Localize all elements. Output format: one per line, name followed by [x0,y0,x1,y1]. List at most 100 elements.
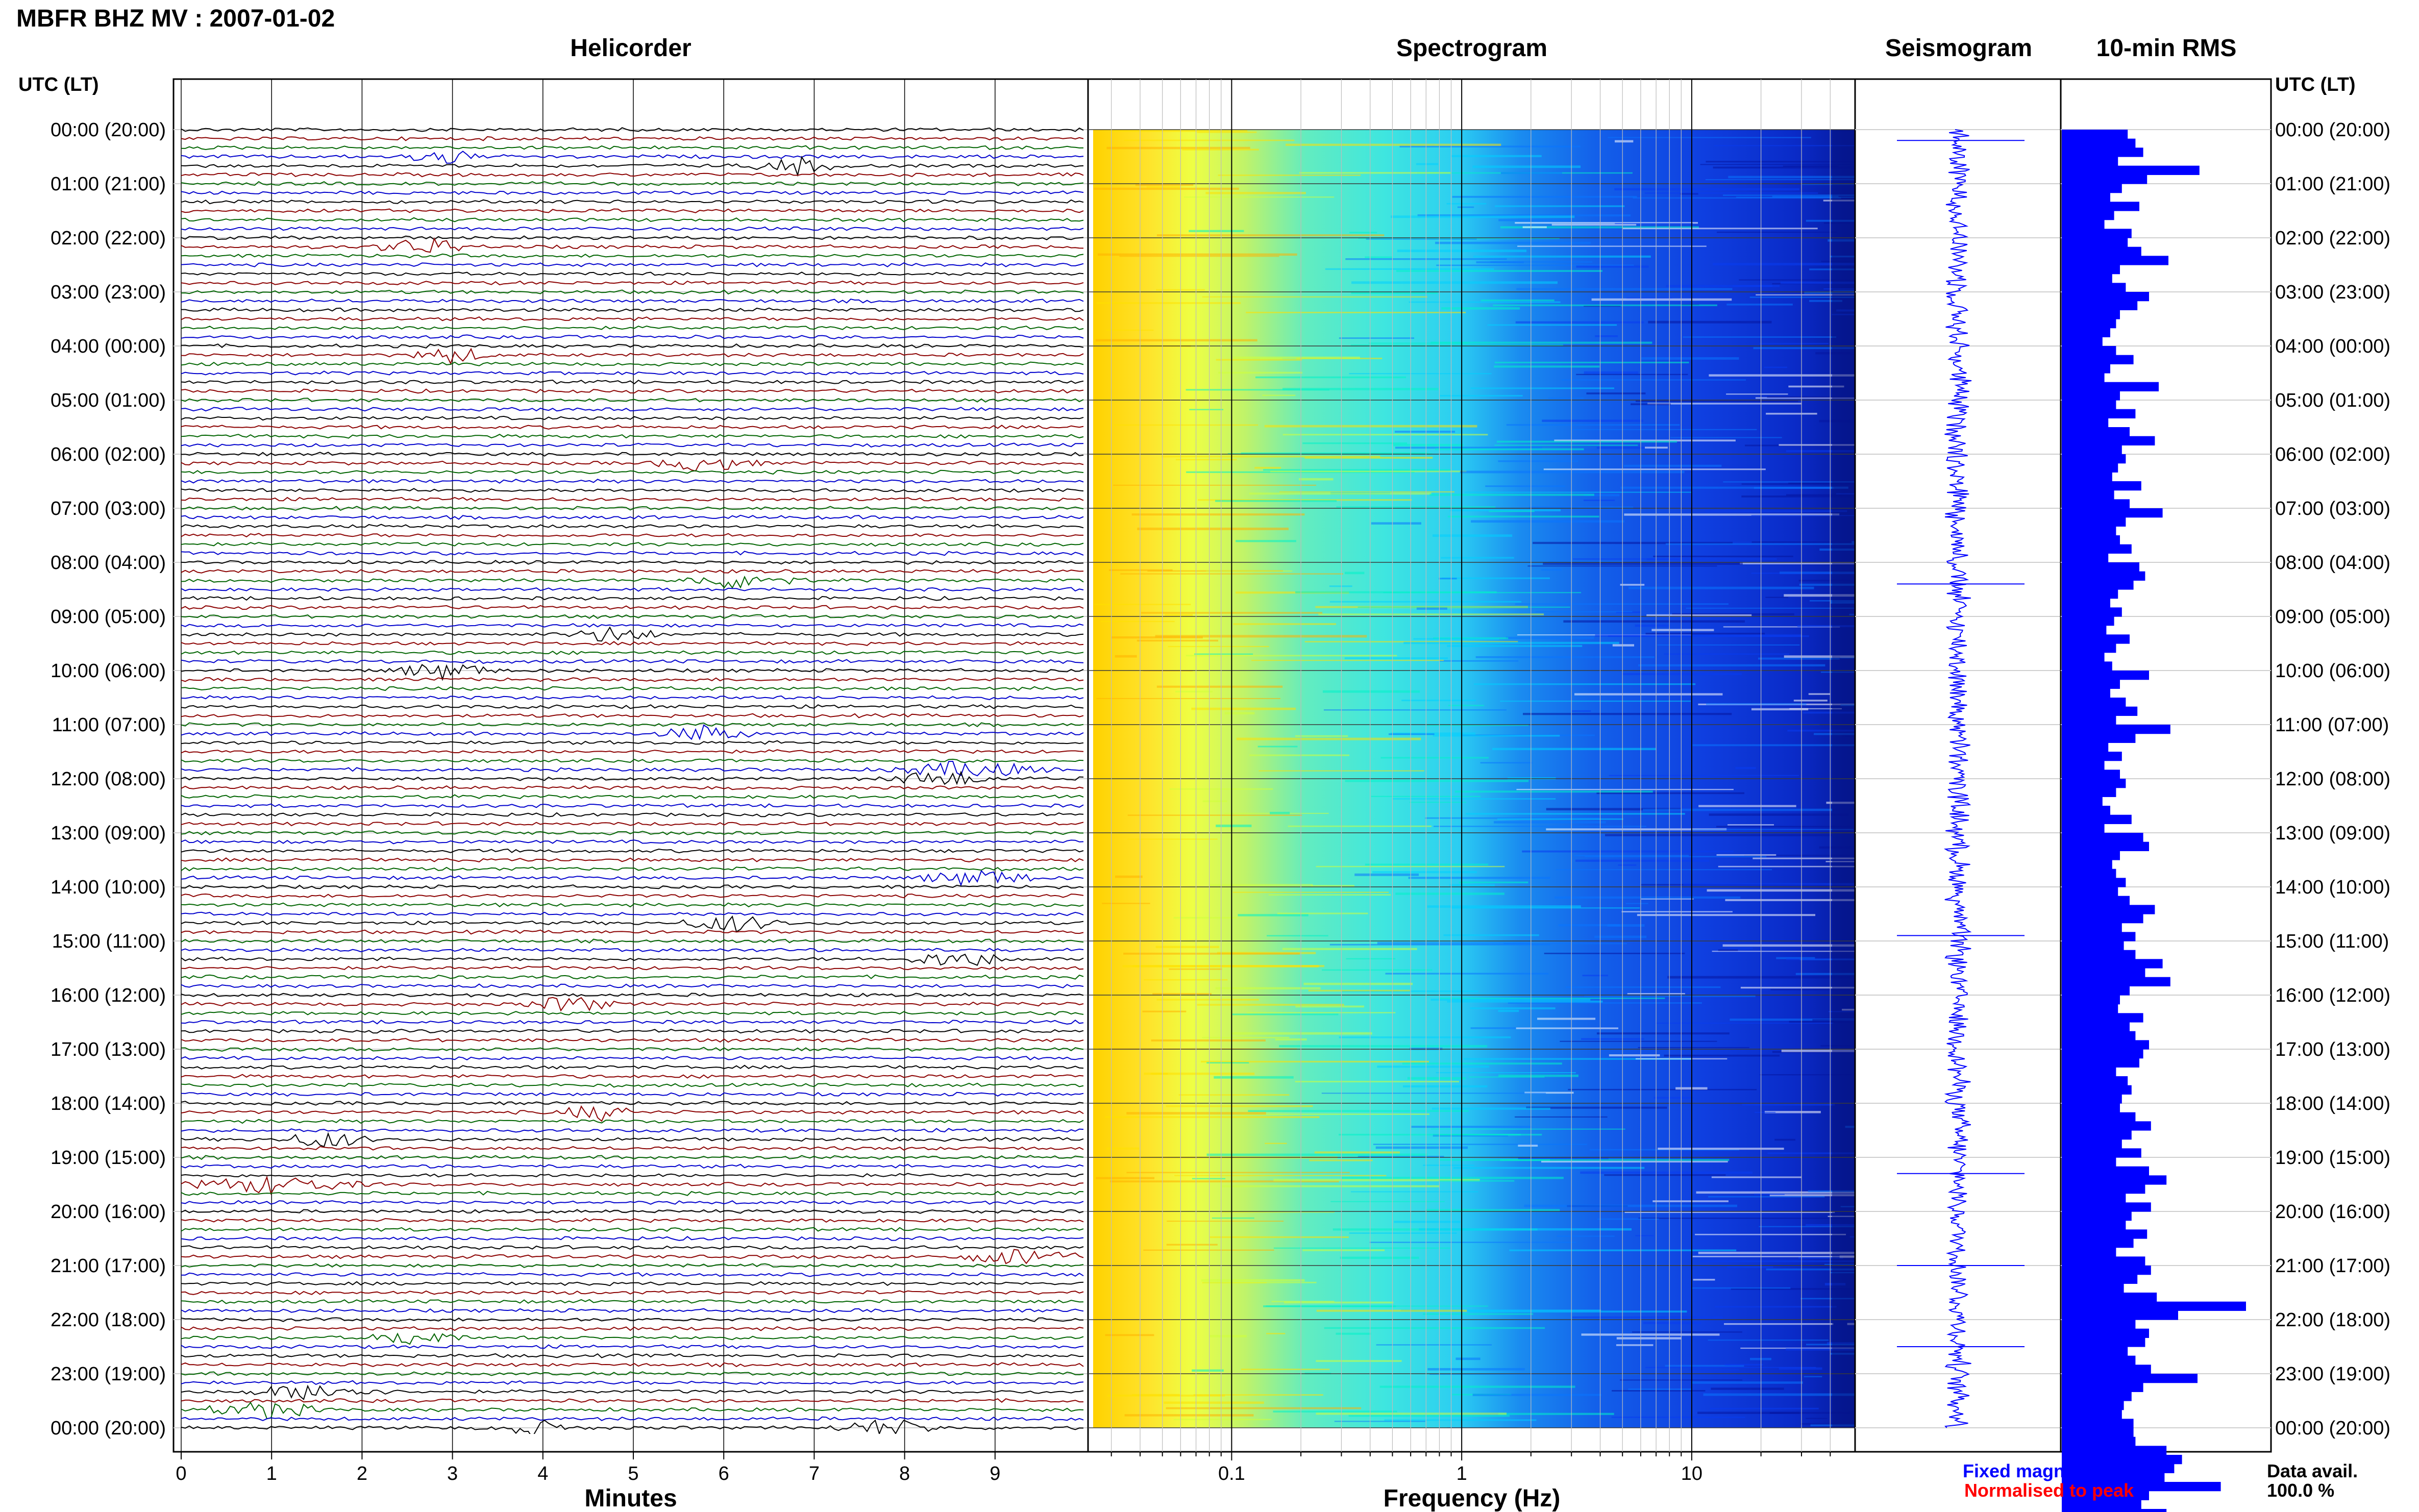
helicorder-trace-line [181,1119,1084,1124]
rms-bar [2062,959,2163,969]
spectrogram-streak [1441,577,1550,579]
rms-bar [2062,1166,2149,1176]
spectrogram-streak [1238,914,1309,916]
spectrogram-streak [1137,639,1219,642]
spectrogram-streak [1201,1279,1305,1282]
spectrogram-streak [1642,808,1833,811]
spectrogram-streak [1492,748,1657,751]
rms-bar [2062,1022,2130,1032]
time-labels-left: 00:00 (20:00) 01:00 (21:00) 02:00 (22:00) 0… [51,119,166,1439]
rms-bar [2062,553,2109,563]
spectrogram-streak [1303,982,1413,985]
minute-tick-label: 9 [990,1463,1000,1484]
spectrogram-streak [1713,166,1855,169]
rms-bar [2062,1301,2246,1311]
spectrogram-streak [1202,800,1227,802]
spectrogram-streak [1411,1126,1532,1128]
spectrogram-streak [1697,1411,1800,1414]
spectrogram-streak [1788,385,1844,388]
spectrogram-streak [1647,403,1801,405]
spectrogram-streak [1781,1049,1855,1052]
time-label-right: 13:00 (09:00) [2275,823,2390,844]
spectrogram-streak [1735,766,1756,770]
helicorder-trace-line [181,911,1084,916]
spectrogram-streak [1494,821,1606,824]
helicorder-trace-line [181,1082,1084,1088]
spectrogram-streak [1384,1419,1537,1421]
rms-bar [2062,1193,2126,1203]
spectrogram-streak [1493,304,1717,306]
helicorder-trace-line [181,1384,1084,1400]
rms-bar [2062,1112,2136,1122]
rms-bar [2062,292,2149,302]
spectrogram-streak [1739,279,1855,281]
data-avail-value: 100.0 % [2267,1480,2334,1501]
rms-bar [2062,787,2116,797]
spectrogram-streak [1774,1138,1796,1141]
spectrogram-streak [1427,1368,1525,1371]
rms-bar [2062,643,2116,653]
rms-bar [2062,580,2134,590]
frequency-tick-label: 0.1 [1218,1463,1245,1484]
helicorder-panel: 0 1 2 3 4 5 6 7 8 9 Minutes [172,78,1089,1512]
rms-bar [2062,833,2143,842]
time-label-right: 16:00 (12:00) [2275,985,2390,1006]
spectrogram-streak [1262,394,1296,396]
rms-bar [2062,1266,2151,1275]
helicorder-trace-line [181,452,1084,457]
spectrogram-streak [1334,1421,1425,1422]
spectrogram-streak [1722,944,1855,947]
helicorder-trace-line [181,1064,1084,1070]
helicorder-trace-line [181,659,1084,664]
spectrogram-streak [1620,584,1645,586]
spectrogram-streak [1376,1344,1492,1346]
spectrogram-streak [1726,393,1788,395]
helicorder-trace-line [181,1380,1084,1385]
spectrogram-streak [1231,1032,1372,1035]
spectrogram-streak [1098,253,1297,256]
minute-tick-label: 6 [719,1463,729,1484]
rms-bar [2062,742,2109,752]
rms-bar [2062,1031,2136,1040]
spectrogram-streak [1500,1159,1730,1161]
spectrogram-streak [1173,916,1238,919]
spectrogram-streak [1436,264,1634,266]
spectrogram-streak [1309,1159,1373,1161]
rms-bar [2062,733,2136,743]
rms-bar [2062,1220,2126,1230]
helicorder-trace-line [181,575,1084,589]
spectrogram-streak [1448,705,1484,706]
rms-bar [2062,1067,2116,1077]
spectrogram-streak [1686,607,1855,609]
spectrogram-streak [1468,1310,1687,1313]
spectrogram-streak [1322,969,1433,971]
spectrogram-streak [1596,1032,1730,1035]
rms-bar [2062,841,2149,851]
spectrogram-streak [1633,197,1841,199]
rms-bar [2062,310,2120,319]
helicorder-trace-line [181,208,1084,213]
rms-bar [2062,878,2126,887]
spectrogram-streak [1652,1200,1729,1202]
rms-bar [2062,283,2126,292]
spectrogram-streak [1377,941,1532,945]
spectrogram-streak [1595,335,1618,337]
spectrogram-streak [1216,824,1252,827]
spectrogram-streak [1580,1171,1752,1174]
spectrogram-streak [1585,856,1767,857]
spectrogram-streak [1166,1244,1218,1246]
spectrogram-streak [1551,224,1637,226]
spectrogram-streak [1314,1151,1400,1154]
helicorder-trace-line [181,947,1084,953]
spectrogram-streak [1612,1390,1706,1392]
spectrogram-streak [1808,1190,1855,1193]
spectrogram-streak [1295,1081,1460,1083]
rms-bar [2062,1040,2149,1050]
spectrogram-streak [1323,709,1507,711]
spectrogram-streak [1302,1249,1385,1251]
time-label-left: 18:00 (14:00) [51,1093,166,1114]
spectrogram-streak [1447,1000,1603,1003]
helicorder-trace-line [181,724,1084,740]
helicorder-trace-line [181,1132,1084,1148]
spectrogram-streak [1723,626,1840,628]
